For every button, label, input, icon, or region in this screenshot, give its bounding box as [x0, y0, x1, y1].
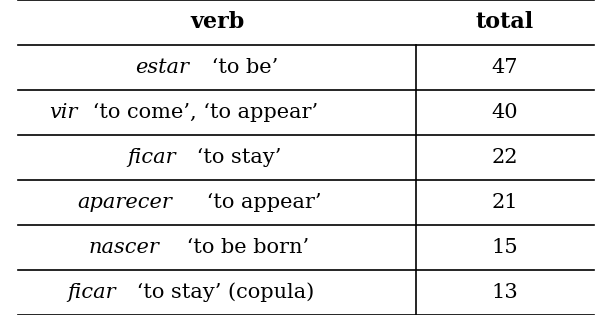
Text: 22: 22 [491, 148, 518, 167]
Text: 40: 40 [491, 103, 518, 122]
Text: ‘to come’, ‘to appear’: ‘to come’, ‘to appear’ [86, 103, 318, 122]
Text: 15: 15 [491, 238, 518, 257]
Text: ficar: ficar [127, 148, 176, 167]
Text: verb: verb [190, 12, 244, 33]
Text: ‘to appear’: ‘to appear’ [200, 193, 321, 212]
Text: ‘to stay’: ‘to stay’ [190, 148, 281, 167]
Text: ‘to be born’: ‘to be born’ [180, 238, 309, 257]
Text: 47: 47 [491, 58, 518, 77]
Text: ‘to be’: ‘to be’ [205, 58, 278, 77]
Text: ficar: ficar [67, 283, 116, 302]
Text: 13: 13 [491, 283, 518, 302]
Text: ‘to stay’ (copula): ‘to stay’ (copula) [130, 283, 314, 302]
Text: estar: estar [135, 58, 189, 77]
Text: aparecer: aparecer [78, 193, 173, 212]
Text: vir: vir [49, 103, 78, 122]
Text: 21: 21 [491, 193, 518, 212]
Text: nascer: nascer [88, 238, 159, 257]
Text: total: total [476, 12, 534, 33]
